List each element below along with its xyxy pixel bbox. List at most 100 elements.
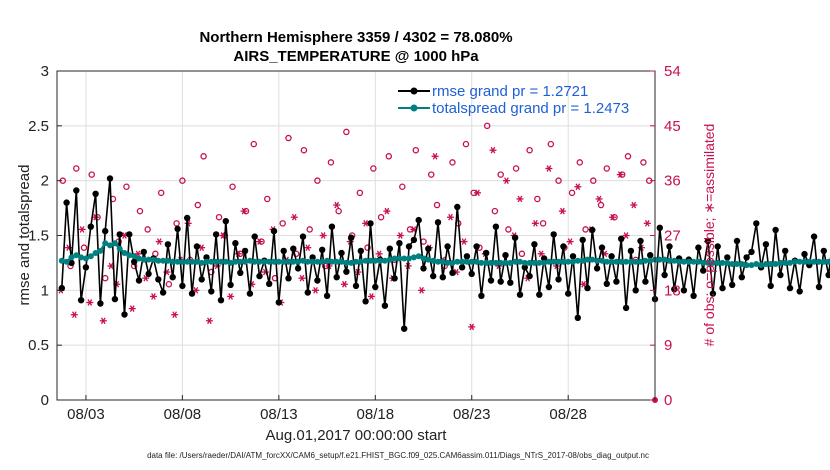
rmse-point xyxy=(290,246,296,252)
y-right-tick-label: 0 xyxy=(664,392,672,409)
x-tick-label: 08/03 xyxy=(67,406,105,423)
rmse-point xyxy=(295,265,301,271)
rmse-point xyxy=(401,326,407,332)
rmse-point xyxy=(768,283,774,289)
rmse-point xyxy=(618,236,624,242)
rmse-point xyxy=(165,241,171,247)
rmse-point xyxy=(483,250,489,256)
y-right-tick-label: 9 xyxy=(664,337,672,354)
rmse-point xyxy=(102,228,108,234)
rmse-point xyxy=(362,298,368,304)
rmse-point xyxy=(145,271,151,277)
rmse-point xyxy=(811,233,817,239)
rmse-point xyxy=(324,293,330,299)
x-tick-label: 08/18 xyxy=(357,406,395,423)
rmse-point xyxy=(661,272,667,278)
rmse-point xyxy=(338,250,344,256)
rmse-point xyxy=(435,219,441,225)
rmse-point xyxy=(281,248,287,254)
rmse-point xyxy=(657,225,663,231)
rmse-point xyxy=(266,281,272,287)
rmse-point xyxy=(743,254,749,260)
rmse-point xyxy=(772,227,778,233)
rmse-point xyxy=(570,253,576,259)
rmse-point xyxy=(454,204,460,210)
rmse-point xyxy=(237,270,243,276)
x-axis-label: Aug.01,2017 00:00:00 start xyxy=(266,427,448,444)
rmse-point xyxy=(517,292,523,298)
y-tick-label: 0.5 xyxy=(28,337,49,354)
rmse-point xyxy=(319,247,325,253)
rmse-point xyxy=(488,277,494,283)
y-right-tick-label: 27 xyxy=(664,228,681,245)
rmse-point xyxy=(420,265,426,271)
rmse-point xyxy=(358,248,364,254)
rmse-point xyxy=(449,270,455,276)
rmse-point xyxy=(825,272,830,278)
x-tick-label: 08/28 xyxy=(549,406,587,423)
rmse-point xyxy=(63,199,69,205)
rmse-point xyxy=(690,293,696,299)
rmse-point xyxy=(329,224,335,230)
rmse-point xyxy=(560,243,566,249)
totalspread-point xyxy=(97,248,103,254)
rmse-point xyxy=(444,243,450,249)
rmse-point xyxy=(628,248,634,254)
rmse-point xyxy=(580,237,586,243)
rmse-point xyxy=(589,227,595,233)
totalspread-point xyxy=(117,246,123,252)
totalspread-point xyxy=(112,240,118,246)
rmse-point xyxy=(493,224,499,230)
rmse-point xyxy=(469,271,475,277)
y-tick-label: 2 xyxy=(41,173,49,190)
legend-rmse-label: rmse grand pr = 1.2721 xyxy=(432,83,588,100)
rmse-point xyxy=(507,280,513,286)
rmse-point xyxy=(107,175,113,181)
rmse-point xyxy=(502,252,508,258)
rmse-point xyxy=(367,220,373,226)
y-tick-label: 2.5 xyxy=(28,118,49,135)
rmse-point xyxy=(584,285,590,291)
rmse-point xyxy=(213,231,219,237)
rmse-point xyxy=(285,275,291,281)
y-right-tick-label: 54 xyxy=(664,63,681,80)
rmse-point xyxy=(218,297,224,303)
y-right-tick-label: 18 xyxy=(664,282,681,299)
rmse-point xyxy=(348,235,354,241)
rmse-point xyxy=(724,254,730,260)
rmse-point xyxy=(189,290,195,296)
rmse-point xyxy=(382,303,388,309)
rmse-point xyxy=(112,296,118,302)
data-file-note: data file: /Users/raeder/DAI/ATM_forcXX/… xyxy=(147,451,649,460)
rmse-point xyxy=(416,217,422,223)
rmse-point xyxy=(126,231,132,237)
rmse-point xyxy=(223,218,229,224)
rmse-point xyxy=(633,287,639,293)
rmse-point xyxy=(88,224,94,230)
rmse-point xyxy=(536,292,542,298)
y-tick-label: 1 xyxy=(41,282,49,299)
rmse-point xyxy=(136,277,142,283)
rmse-point xyxy=(608,253,614,259)
x-tick-label: 08/08 xyxy=(164,406,202,423)
rmse-point xyxy=(753,220,759,226)
rmse-point xyxy=(797,288,803,294)
rmse-point xyxy=(599,244,605,250)
rmse-point xyxy=(478,293,484,299)
y-tick-label: 0 xyxy=(41,392,49,409)
rmse-point xyxy=(406,243,412,249)
rmse-point xyxy=(160,289,166,295)
legend-rmse-marker xyxy=(411,88,418,95)
rmse-point xyxy=(719,285,725,291)
rmse-point xyxy=(555,276,561,282)
rmse-point xyxy=(334,274,340,280)
rmse-point xyxy=(613,278,619,284)
rmse-point xyxy=(78,297,84,303)
totalspread-point xyxy=(64,259,70,265)
rmse-point xyxy=(314,277,320,283)
rmse-point xyxy=(305,289,311,295)
rmse-point xyxy=(372,284,378,290)
legend-spread-label: totalspread grand pr = 1.2473 xyxy=(432,100,629,117)
rmse-point xyxy=(271,228,277,234)
rmse-point xyxy=(121,311,127,317)
